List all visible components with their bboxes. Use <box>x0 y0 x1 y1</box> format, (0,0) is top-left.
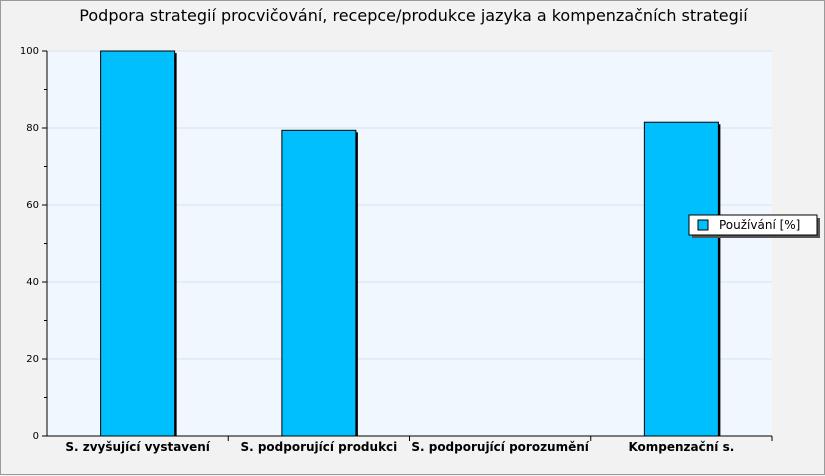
y-tick-label: 20 <box>26 354 39 365</box>
bar[interactable] <box>281 129 357 437</box>
x-tick-label: S. podporující porozumění <box>411 440 589 454</box>
x-tick-label: S. podporující produkci <box>240 440 397 454</box>
y-tick-label: 40 <box>26 277 39 288</box>
y-tick-label: 80 <box>26 123 39 134</box>
y-tick-label: 60 <box>26 200 39 211</box>
y-tick-label: 100 <box>20 46 39 57</box>
x-tick-label: Kompenzační s. <box>628 440 734 454</box>
chart-title: Podpora strategií procvičování, recepce/… <box>79 6 748 25</box>
y-tick-label: 0 <box>33 431 39 442</box>
x-tick-label: S. zvyšující vystavení <box>65 440 210 454</box>
legend-swatch <box>697 219 709 231</box>
legend-box <box>688 214 818 236</box>
bar[interactable] <box>643 121 719 437</box>
legend-label: Používání [%] <box>719 218 800 232</box>
bar[interactable] <box>100 50 176 437</box>
